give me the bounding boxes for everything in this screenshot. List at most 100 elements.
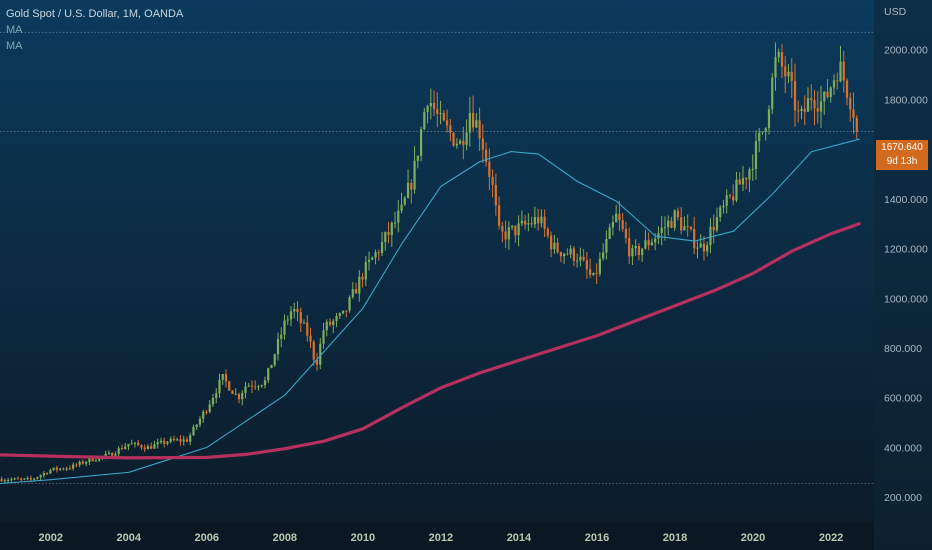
- candle-body: [689, 226, 693, 229]
- candle: [140, 444, 143, 450]
- candle: [738, 172, 741, 185]
- time-tick-label: 2008: [273, 532, 297, 544]
- candle-body: [403, 197, 406, 205]
- candle-body: [855, 117, 858, 132]
- candle-body: [761, 131, 764, 133]
- candle-body: [458, 140, 462, 144]
- candle: [75, 462, 78, 468]
- ma-line-1[interactable]: [0, 138, 860, 485]
- ma-line-2[interactable]: [0, 222, 861, 460]
- candle-body: [198, 418, 202, 425]
- candle: [182, 435, 185, 446]
- candle-body: [725, 195, 728, 206]
- candle: [559, 251, 562, 262]
- price-scale-background[interactable]: [874, 0, 932, 550]
- candle: [550, 231, 553, 258]
- candle-body: [237, 393, 241, 400]
- candle-body: [124, 446, 127, 450]
- time-tick-label: 2010: [351, 532, 375, 544]
- candle: [569, 245, 572, 258]
- candle: [556, 237, 559, 254]
- time-tick-label: 2020: [741, 532, 765, 544]
- time-scale-background[interactable]: [0, 522, 874, 550]
- candle: [7, 477, 10, 483]
- moving-average-lines: [0, 138, 861, 485]
- candle: [436, 92, 439, 128]
- candle-body: [576, 260, 579, 262]
- candle: [644, 229, 647, 250]
- candle: [758, 128, 761, 153]
- candle-body: [140, 445, 143, 448]
- candle: [215, 388, 218, 404]
- candle-body: [374, 252, 377, 258]
- candle-body: [719, 207, 722, 218]
- candle-body: [371, 257, 374, 260]
- candle-body: [156, 442, 159, 445]
- candle: [803, 95, 806, 126]
- candle: [309, 327, 312, 349]
- candle: [143, 444, 146, 453]
- symbol-title[interactable]: Gold Spot / U.S. Dollar, 1M, OANDA: [6, 8, 184, 20]
- time-tick-label: 2016: [585, 532, 609, 544]
- candle: [813, 90, 816, 126]
- candle: [354, 282, 358, 294]
- candle-body: [605, 238, 608, 253]
- candle: [16, 476, 19, 480]
- candle: [683, 216, 686, 231]
- candle-body: [7, 479, 10, 481]
- candle: [511, 225, 514, 231]
- candle-body: [572, 248, 575, 261]
- candle: [429, 88, 432, 120]
- candle: [484, 142, 488, 167]
- candle-body: [26, 478, 29, 480]
- candle: [725, 189, 728, 214]
- price-tick-label: 600.000: [884, 393, 922, 405]
- candle-body: [276, 338, 280, 355]
- candle: [504, 220, 507, 248]
- candle-body: [39, 475, 42, 478]
- candle: [283, 314, 286, 340]
- candle-body: [117, 448, 120, 454]
- candle-body: [127, 443, 130, 447]
- candle: [432, 90, 436, 116]
- candle: [745, 177, 748, 190]
- time-tick-label: 2006: [195, 532, 219, 544]
- candle: [806, 87, 810, 112]
- candle-body: [36, 477, 39, 479]
- candle-body: [618, 213, 621, 221]
- candle: [524, 214, 527, 230]
- candle: [205, 410, 208, 415]
- ma-indicator-label-1[interactable]: MA: [6, 24, 23, 36]
- candle-body: [670, 220, 673, 228]
- candle-body: [62, 468, 65, 470]
- candle: [621, 212, 624, 232]
- candle: [358, 270, 361, 302]
- candle-body: [406, 183, 410, 198]
- candle: [159, 437, 163, 445]
- candle: [712, 214, 715, 244]
- candle: [198, 415, 202, 428]
- candle: [257, 384, 260, 391]
- candle-body: [566, 253, 569, 255]
- candle-body: [267, 368, 270, 381]
- candle-body: [42, 473, 45, 476]
- time-tick-label: 2004: [117, 532, 142, 544]
- price-tick-label: 400.000: [884, 442, 922, 454]
- candle: [299, 307, 302, 332]
- ma-indicator-label-2[interactable]: MA: [6, 40, 23, 52]
- candle: [566, 248, 569, 256]
- candle-body: [426, 106, 429, 112]
- candle-body: [182, 439, 185, 442]
- candle: [289, 305, 293, 327]
- candle: [247, 382, 250, 387]
- candle-body: [738, 179, 741, 185]
- candle-body: [114, 453, 117, 456]
- candle-body: [699, 243, 702, 248]
- candle: [706, 241, 709, 257]
- candle-body: [780, 52, 784, 67]
- candle-body: [624, 228, 628, 239]
- candle: [387, 221, 390, 244]
- candle-body: [332, 321, 335, 325]
- candle-body: [634, 246, 637, 249]
